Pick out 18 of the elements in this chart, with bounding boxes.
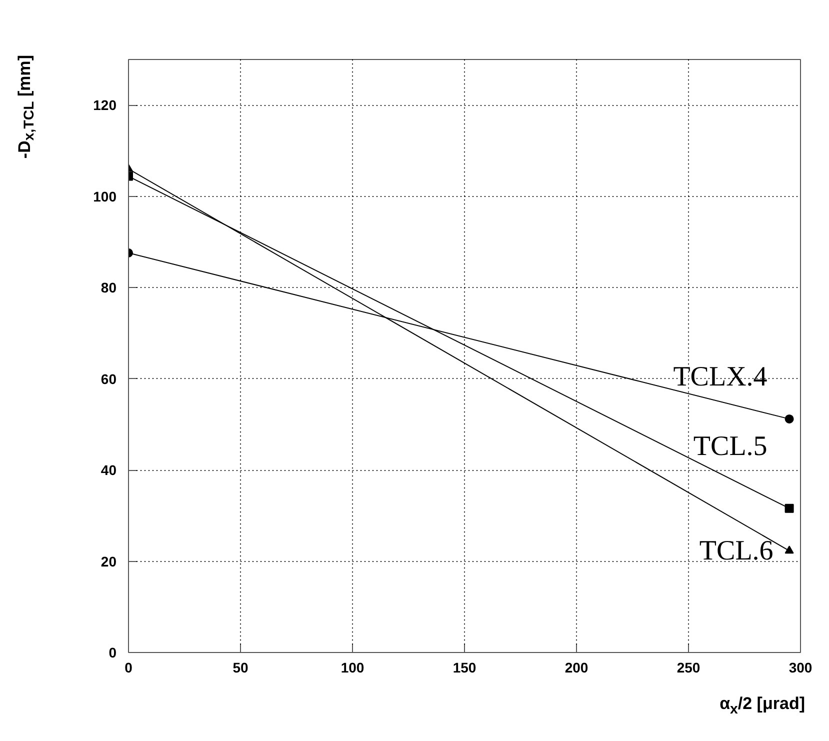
x-tick-label: 150 [452, 660, 476, 676]
y-tick-label: 40 [100, 462, 117, 478]
y-tick-label: 60 [100, 370, 117, 387]
x-tick-label: 50 [232, 660, 248, 676]
x-tick-label: 200 [564, 660, 588, 676]
series-label: TCL.5 [693, 430, 768, 462]
y-tick-label: 100 [93, 188, 117, 204]
x-tick-label: 300 [788, 660, 812, 676]
y-tick-label: 80 [100, 280, 117, 296]
y-tick-label: 20 [100, 553, 117, 570]
x-tick-label: 100 [340, 660, 364, 676]
x-tick-label: 0 [124, 660, 133, 676]
x-tick-label: 250 [676, 660, 700, 676]
y-tick-label: 120 [93, 97, 117, 114]
x-axis-title: α$_{x}$/2 [μrad] [720, 693, 805, 720]
series-label: TCLX.4 [673, 361, 768, 392]
series-label: TCL.6 [699, 535, 774, 566]
y-tick-label: 0 [108, 644, 117, 660]
